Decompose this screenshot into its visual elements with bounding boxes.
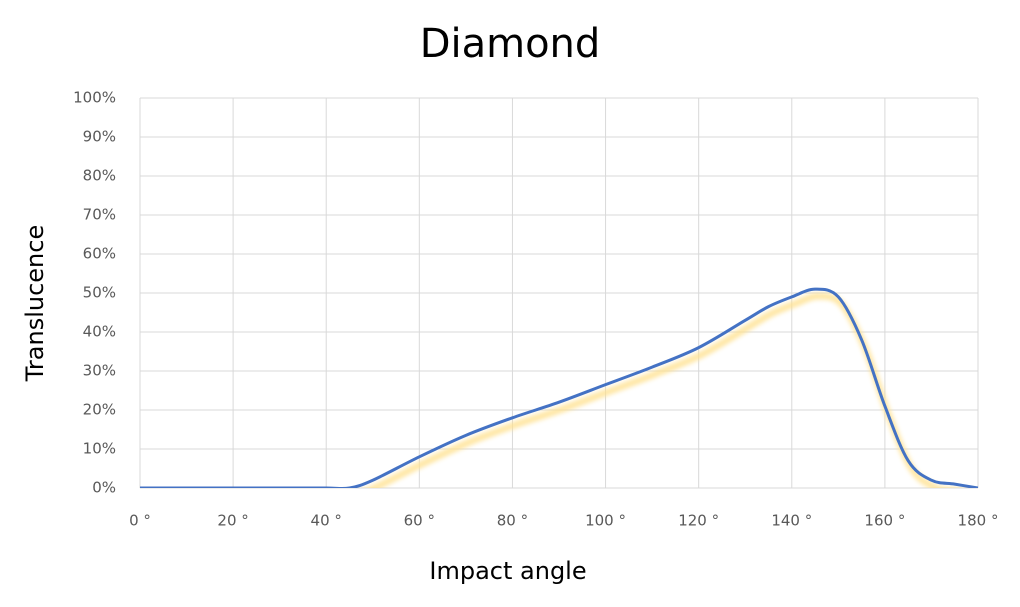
x-tick-label: 140 ° (771, 512, 812, 530)
y-tick-label: 20% (83, 401, 116, 419)
y-axis-label: Translucence (21, 225, 49, 382)
y-tick-label: 50% (83, 284, 116, 302)
y-tick-label: 0% (92, 479, 116, 497)
x-tick-label: 20 ° (217, 512, 248, 530)
y-tick-label: 40% (83, 323, 116, 341)
grid (139, 97, 979, 489)
x-tick-label: 100 ° (585, 512, 626, 530)
x-axis-label: Impact angle (429, 557, 586, 585)
y-tick-label: 60% (83, 245, 116, 263)
y-tick-label: 70% (83, 206, 116, 224)
y-tick-label: 80% (83, 167, 116, 185)
plot (140, 287, 978, 488)
x-tick-label: 80 ° (497, 512, 528, 530)
y-tick-label: 30% (83, 362, 116, 380)
x-tick-label: 40 ° (311, 512, 342, 530)
x-tick-label: 60 ° (404, 512, 435, 530)
y-tick-label: 90% (83, 128, 116, 146)
line (140, 287, 978, 488)
y-tick-label: 10% (83, 440, 116, 458)
x-tick-label: 0 ° (129, 512, 151, 530)
x-tick-label: 120 ° (678, 512, 719, 530)
x-tick-label: 180 ° (958, 512, 999, 530)
y-tick-label: 100% (73, 89, 116, 107)
chart-title: Diamond (420, 21, 601, 67)
x-tick-label: 160 ° (864, 512, 905, 530)
